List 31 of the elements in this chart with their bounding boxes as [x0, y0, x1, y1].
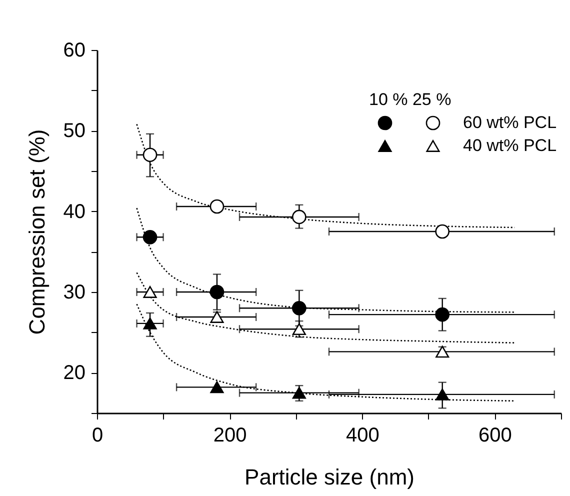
point: [292, 386, 306, 399]
y-tick-label: 20: [63, 362, 86, 384]
x-tick-label: 0: [92, 424, 104, 446]
y-axis-title: Compression set (%): [24, 129, 50, 335]
y-tick-label: 30: [63, 282, 86, 304]
legend-title: 10 % 25 %: [369, 90, 452, 109]
point: [143, 318, 157, 330]
x-tick-label: 400: [346, 424, 380, 446]
point: [292, 300, 306, 316]
point: [142, 148, 158, 162]
point: [143, 286, 157, 298]
x-tick-label: 200: [213, 424, 247, 446]
x-tick-label: 600: [478, 424, 512, 446]
point: [142, 230, 158, 244]
legend-label: 60 wt% PCL: [463, 113, 557, 132]
y-tick-label: 40: [63, 200, 86, 223]
point: [210, 311, 224, 323]
x-axis-title: Particle size (nm): [244, 464, 414, 490]
point: [435, 307, 450, 322]
y-tick-label: 60: [63, 40, 86, 62]
point: [292, 323, 306, 336]
point: [210, 381, 224, 394]
point: [210, 199, 224, 214]
point: [210, 284, 224, 300]
point: [292, 210, 306, 224]
point: [436, 388, 450, 400]
point: [436, 346, 450, 358]
y-tick-label: 50: [63, 120, 86, 142]
point: [435, 224, 450, 239]
legend-label: 40 wt% PCL: [463, 136, 557, 155]
line-series: [136, 272, 516, 344]
